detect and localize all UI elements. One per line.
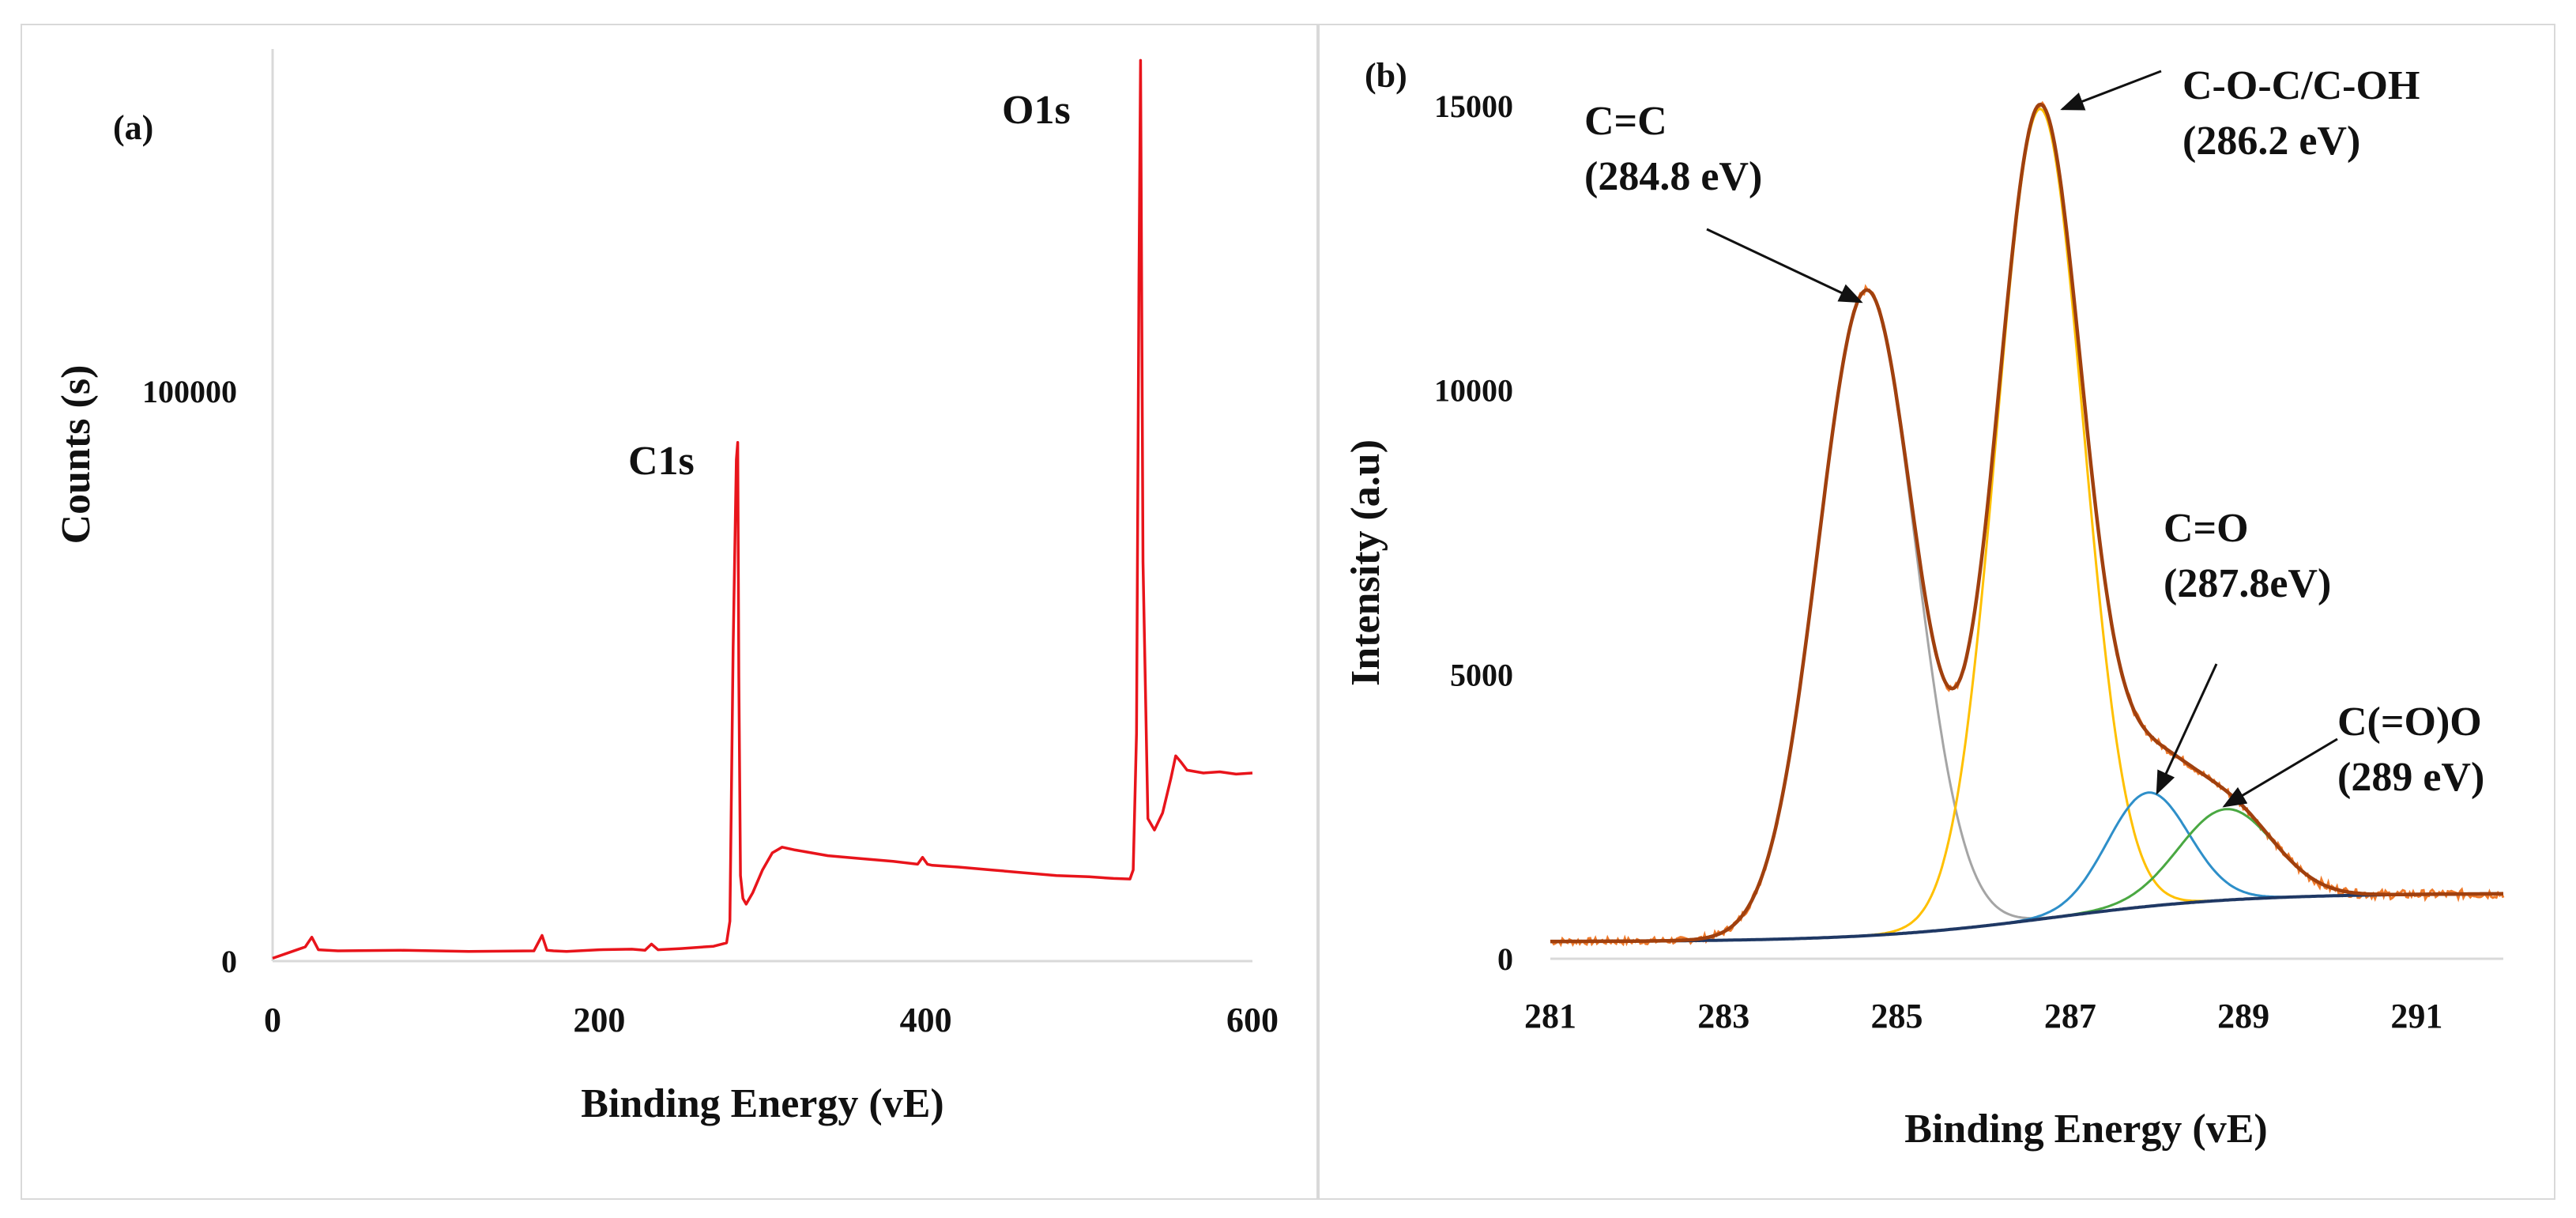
chart-b-series-component-2 xyxy=(1550,791,2503,943)
chart-b: 281 283 285 287 289 291 0 5000 10000 15000 (b) B… xyxy=(1343,56,2505,1152)
chart-b-ytick-label: 5000 xyxy=(1450,657,1513,692)
chart-b-series-raw xyxy=(1550,100,2505,948)
chart-b-annotation-cooo-energy: (289 eV) xyxy=(2337,755,2484,800)
chart-b-series-background xyxy=(1550,892,2503,944)
chart-b-arrow-coc xyxy=(2060,70,2162,111)
chart-a-ytick-label: 0 xyxy=(221,944,237,979)
chart-b-annotation-coc-energy: (286.2 eV) xyxy=(2182,119,2360,164)
chart-a-xtick-label: 600 xyxy=(1226,1001,1279,1039)
chart-b-series-component-0 xyxy=(1550,288,2503,943)
chart-b-annotation-cc-energy: (284.8 eV) xyxy=(1584,154,1762,199)
chart-a-ylabel: Counts (s) xyxy=(54,365,99,545)
chart-b-annotation-cc-label: C=C xyxy=(1584,99,1667,144)
chart-b-arrow-co xyxy=(2156,663,2218,795)
panel-a-frame xyxy=(21,24,1318,1200)
chart-b-xtick-label: 291 xyxy=(2390,997,2442,1035)
chart-b-xtick-label: 285 xyxy=(1871,997,1923,1035)
chart-a-panel-label: (a) xyxy=(113,108,153,147)
chart-a-ytick-label: 100000 xyxy=(142,374,237,409)
chart-b-annotation-co-label: C=O xyxy=(2164,506,2249,551)
chart-b-ytick-label: 15000 xyxy=(1434,89,1513,124)
chart-b-annotation-coc-label: C-O-C/C-OH xyxy=(2182,63,2420,108)
chart-a-xtick-label: 400 xyxy=(900,1001,952,1039)
chart-b-xtick-label: 289 xyxy=(2217,997,2269,1035)
chart-b-ylabel: Intensity (a.u) xyxy=(1343,439,1388,686)
chart-b-panel-label: (b) xyxy=(1365,56,1407,95)
chart-b-series-component-1 xyxy=(1550,107,2503,943)
chart-b-xlabel: Binding Energy (vE) xyxy=(1904,1107,2267,1152)
chart-b-xtick-label: 287 xyxy=(2044,997,2096,1035)
chart-a-xtick-label: 0 xyxy=(264,1001,281,1039)
chart-b-xtick-label: 283 xyxy=(1697,997,1749,1035)
chart-a-xlabel: Binding Energy (vE) xyxy=(581,1081,943,1126)
chart-b-annotation-cooo-label: C(=O)O xyxy=(2337,700,2482,745)
chart-a: 0 200 400 600 0 100000 (a) Binding Energy (v… xyxy=(54,49,1279,1126)
chart-b-arrow-cc xyxy=(1706,228,1863,304)
chart-b-series-envelope xyxy=(1550,102,2503,944)
chart-a-annotation-c1s: C1s xyxy=(628,439,695,484)
chart-b-ytick-label: 0 xyxy=(1497,941,1513,977)
panel-b-frame xyxy=(1318,24,2555,1200)
chart-a-series-line xyxy=(272,58,1253,960)
chart-a-xtick-label: 200 xyxy=(573,1001,625,1039)
chart-a-annotation-o1s: O1s xyxy=(1002,88,1071,133)
chart-b-arrow-cooo xyxy=(2222,737,2338,808)
chart-b-ytick-label: 10000 xyxy=(1434,373,1513,409)
chart-b-annotation-co-energy: (287.8eV) xyxy=(2164,561,2331,606)
chart-b-xtick-label: 281 xyxy=(1524,997,1576,1035)
